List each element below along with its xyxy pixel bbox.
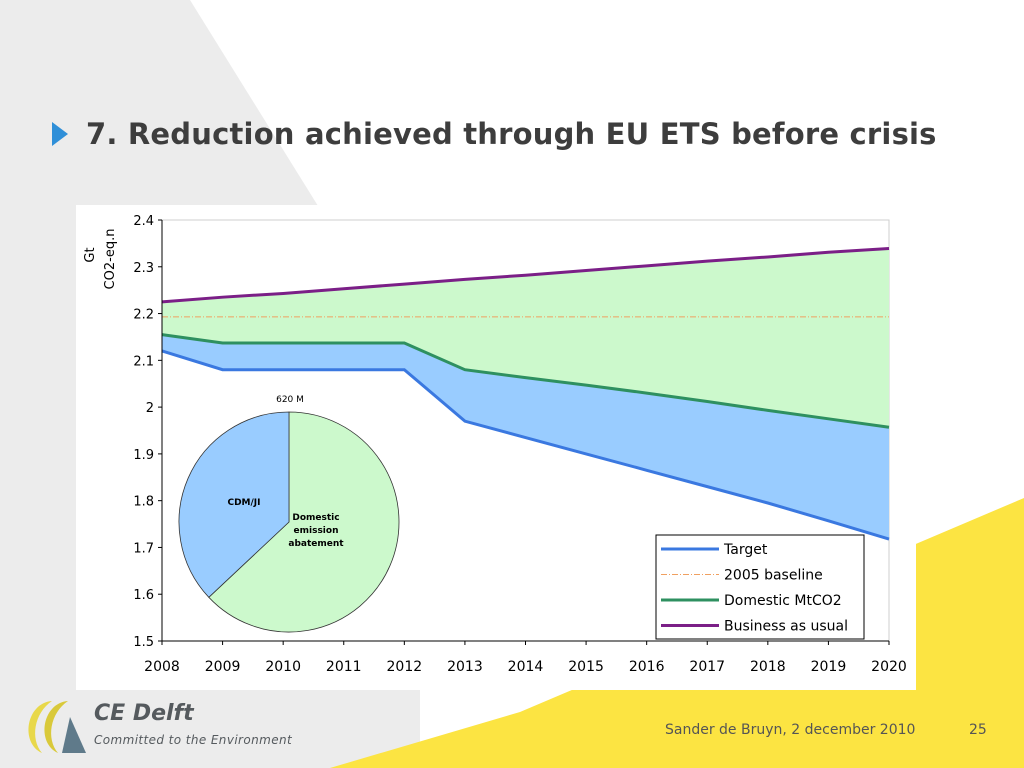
legend-label: Domestic MtCO2: [724, 593, 842, 609]
pie-slice: [208, 411, 400, 633]
background-yellow-shape: [330, 498, 1024, 768]
x-tick-label: 2018: [750, 659, 786, 675]
y-tick-label: 2.3: [133, 261, 154, 276]
logo-tagline: Committed to the Environment: [94, 733, 293, 747]
y-tick-label: 2.4: [133, 214, 154, 229]
play-bullet-icon: [52, 122, 68, 146]
x-tick-label: 2010: [265, 659, 301, 675]
y-tick-label: 2.1: [133, 354, 154, 369]
x-tick-label: 2017: [689, 659, 725, 675]
ce-delft-logo: CE Delft Committed to the Environment: [12, 695, 302, 757]
pie-slice-label: abatement: [288, 539, 344, 549]
slide-title-text: 7. Reduction achieved through EU ETS bef…: [86, 117, 937, 151]
legend-box: [655, 534, 865, 640]
x-tick-label: 2019: [811, 659, 847, 675]
x-tick-label: 2011: [326, 659, 362, 675]
y-axis-label-unit: Gt: [83, 247, 98, 262]
x-tick-label: 2008: [144, 659, 180, 675]
ce-delft-logo-icon: [28, 701, 86, 753]
footer-author: Sander de Bruyn, 2 december 2010: [665, 722, 916, 738]
y-tick-label: 1.6: [133, 588, 154, 603]
x-tick-label: 2016: [629, 659, 665, 675]
x-tick-label: 2020: [871, 659, 907, 675]
page-number: 25: [969, 722, 987, 738]
legend-label: Target: [723, 542, 768, 558]
slide-title: 7. Reduction achieved through EU ETS bef…: [52, 112, 937, 156]
legend-label: Business as usual: [724, 619, 848, 635]
pie-slice-label: Domestic: [292, 513, 339, 523]
x-tick-label: 2014: [508, 659, 544, 675]
x-tick-label: 2015: [568, 659, 604, 675]
bau-domestic-band: [162, 248, 889, 428]
x-tick-label: 2009: [205, 659, 241, 675]
emissions-chart: 1.5 1.6 1.7 1.8 1.9 2 2.1 2.2 2.3 2.4 2008 2009 2010…: [83, 214, 907, 675]
y-tick-label: 1.9: [133, 448, 154, 463]
y-tick-label: 2: [146, 401, 154, 416]
logo-name: CE Delft: [94, 701, 194, 726]
x-tick-label: 2012: [387, 659, 423, 675]
y-tick-label: 1.7: [133, 541, 154, 556]
pie-slice: [178, 411, 290, 598]
pie-slice-label: emission: [294, 526, 339, 536]
y-tick-label: 1.8: [133, 495, 154, 510]
legend-label: 2005 baseline: [724, 568, 823, 584]
series-line-target: [161, 349, 890, 541]
pie-slice-label: CDM/JI: [227, 498, 260, 508]
x-tick-label: 2013: [447, 659, 483, 675]
pie-title: 620 M: [276, 395, 304, 405]
y-tick-label: 1.5: [133, 635, 154, 650]
y-axis-label: CO2-eq.n: [103, 229, 118, 290]
y-tick-label: 2.2: [133, 308, 154, 323]
series-line-domestic: [161, 333, 890, 429]
series-line-business-as-usual: [161, 247, 890, 304]
